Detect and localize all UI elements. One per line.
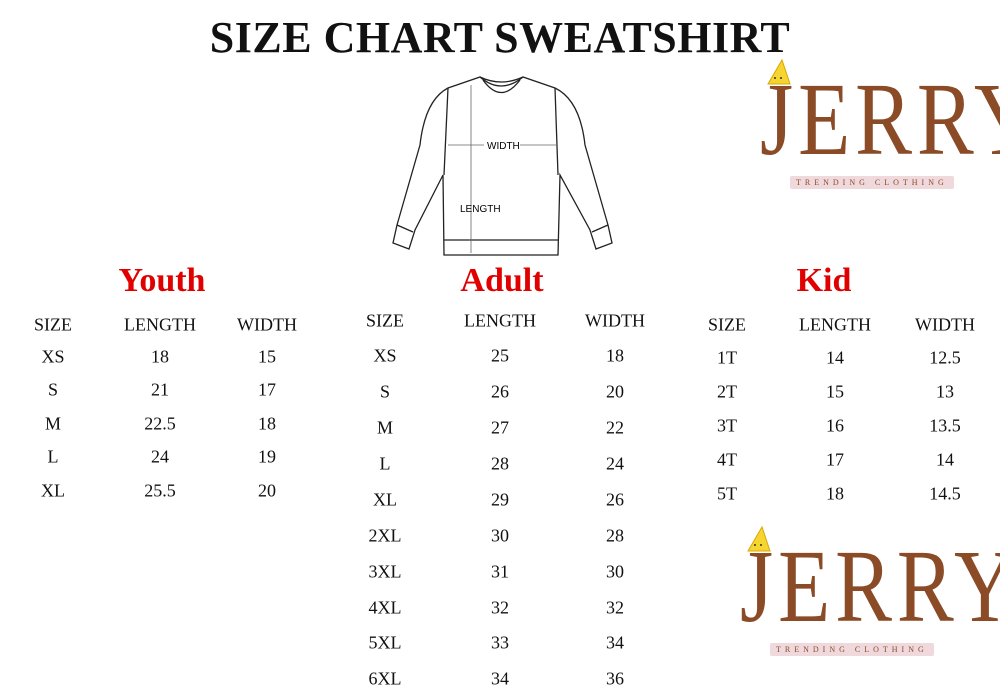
youth-column-header: WIDTH [237,314,297,335]
kid-table-cell: 3T [717,415,737,436]
length-label: LENGTH [460,204,501,215]
adult-table-cell: 36 [606,668,624,689]
adult-column-header: LENGTH [464,310,536,331]
adult-table-cell: 3XL [368,561,402,582]
adult-table-cell: 27 [491,417,509,438]
brand-logo: JERRY TRENDING CLOTHING [752,58,1000,208]
kid-table-cell: 14.5 [929,483,961,504]
adult-table-cell: 28 [491,453,509,474]
adult-table-cell: XL [373,489,397,510]
youth-table-cell: 25.5 [144,480,176,501]
adult-table-cell: 25 [491,345,509,366]
brand-tagline: TRENDING CLOTHING [770,643,934,656]
adult-table-cell: 32 [606,597,624,618]
kid-table-cell: 1T [717,347,737,368]
youth-table-cell: XS [41,346,65,367]
kid-column-header: SIZE [708,314,746,335]
youth-column-header: SIZE [34,314,72,335]
kid-table-cell: 18 [826,483,844,504]
kid-column-header: WIDTH [915,314,975,335]
adult-table-cell: 4XL [368,597,402,618]
adult-table-cell: 32 [491,597,509,618]
youth-table-cell: 18 [258,413,276,434]
adult-table-cell: 34 [491,668,509,689]
kid-table-cell: 13 [936,381,954,402]
adult-table-cell: M [376,417,394,438]
adult-table-cell: 5XL [368,632,402,653]
width-label: WIDTH [487,141,520,152]
adult-table-cell: 30 [491,525,509,546]
adult-table-cell: 24 [606,453,624,474]
youth-table-cell: 24 [151,446,169,467]
adult-table-cell: 29 [491,489,509,510]
adult-table-cell: 18 [606,345,624,366]
cheese-mascot-icon [767,58,791,85]
youth-table-cell: 19 [258,446,276,467]
youth-table-cell: 21 [151,379,169,400]
adult-table-cell: 26 [491,381,509,402]
youth-table-cell: S [47,379,59,400]
youth-table-cell: 22.5 [144,413,176,434]
youth-table-cell: 20 [258,480,276,501]
adult-table-cell: S [379,381,391,402]
adult-column-header: SIZE [366,310,404,331]
adult-table-title: Adult [460,262,544,299]
youth-table-cell: 18 [151,346,169,367]
kid-table-title: Kid [796,262,852,299]
adult-table-cell: 28 [606,525,624,546]
kid-table-cell: 14 [826,347,844,368]
kid-table-cell: 12.5 [929,347,961,368]
adult-table-cell: 26 [606,489,624,510]
kid-table-cell: 15 [826,381,844,402]
brand-name: JERRY [740,529,1000,644]
adult-table-cell: XS [373,345,397,366]
adult-column-header: WIDTH [585,310,645,331]
adult-table-cell: 33 [491,632,509,653]
kid-table-cell: 13.5 [929,415,961,436]
adult-table-cell: 20 [606,381,624,402]
kid-table-cell: 4T [717,449,737,470]
kid-table-cell: 2T [717,381,737,402]
kid-table-cell: 5T [717,483,737,504]
youth-table-cell: 17 [258,379,276,400]
youth-table-title: Youth [118,262,206,299]
kid-table-cell: 16 [826,415,844,436]
kid-table-cell: 17 [826,449,844,470]
youth-table-cell: XL [41,480,65,501]
youth-table-cell: M [44,413,62,434]
youth-table-cell: L [47,446,59,467]
brand-name: JERRY [760,62,1000,177]
adult-table-cell: 34 [606,632,624,653]
adult-table-cell: 6XL [368,668,402,689]
sweatshirt-diagram: WIDTH LENGTH [392,76,613,256]
brand-logo-bottom: JERRY TRENDING CLOTHING [732,525,1000,675]
adult-table-cell: 2XL [368,525,402,546]
youth-table-cell: 15 [258,346,276,367]
adult-table-cell: 22 [606,417,624,438]
brand-tagline: TRENDING CLOTHING [790,176,954,189]
adult-table-cell: 31 [491,561,509,582]
adult-table-cell: L [379,453,391,474]
adult-table-cell: 30 [606,561,624,582]
page-title: SIZE CHART SWEATSHIRT [209,13,791,62]
kid-table-cell: 14 [936,449,954,470]
kid-column-header: LENGTH [799,314,871,335]
cheese-mascot-icon [747,525,771,552]
youth-column-header: LENGTH [124,314,196,335]
